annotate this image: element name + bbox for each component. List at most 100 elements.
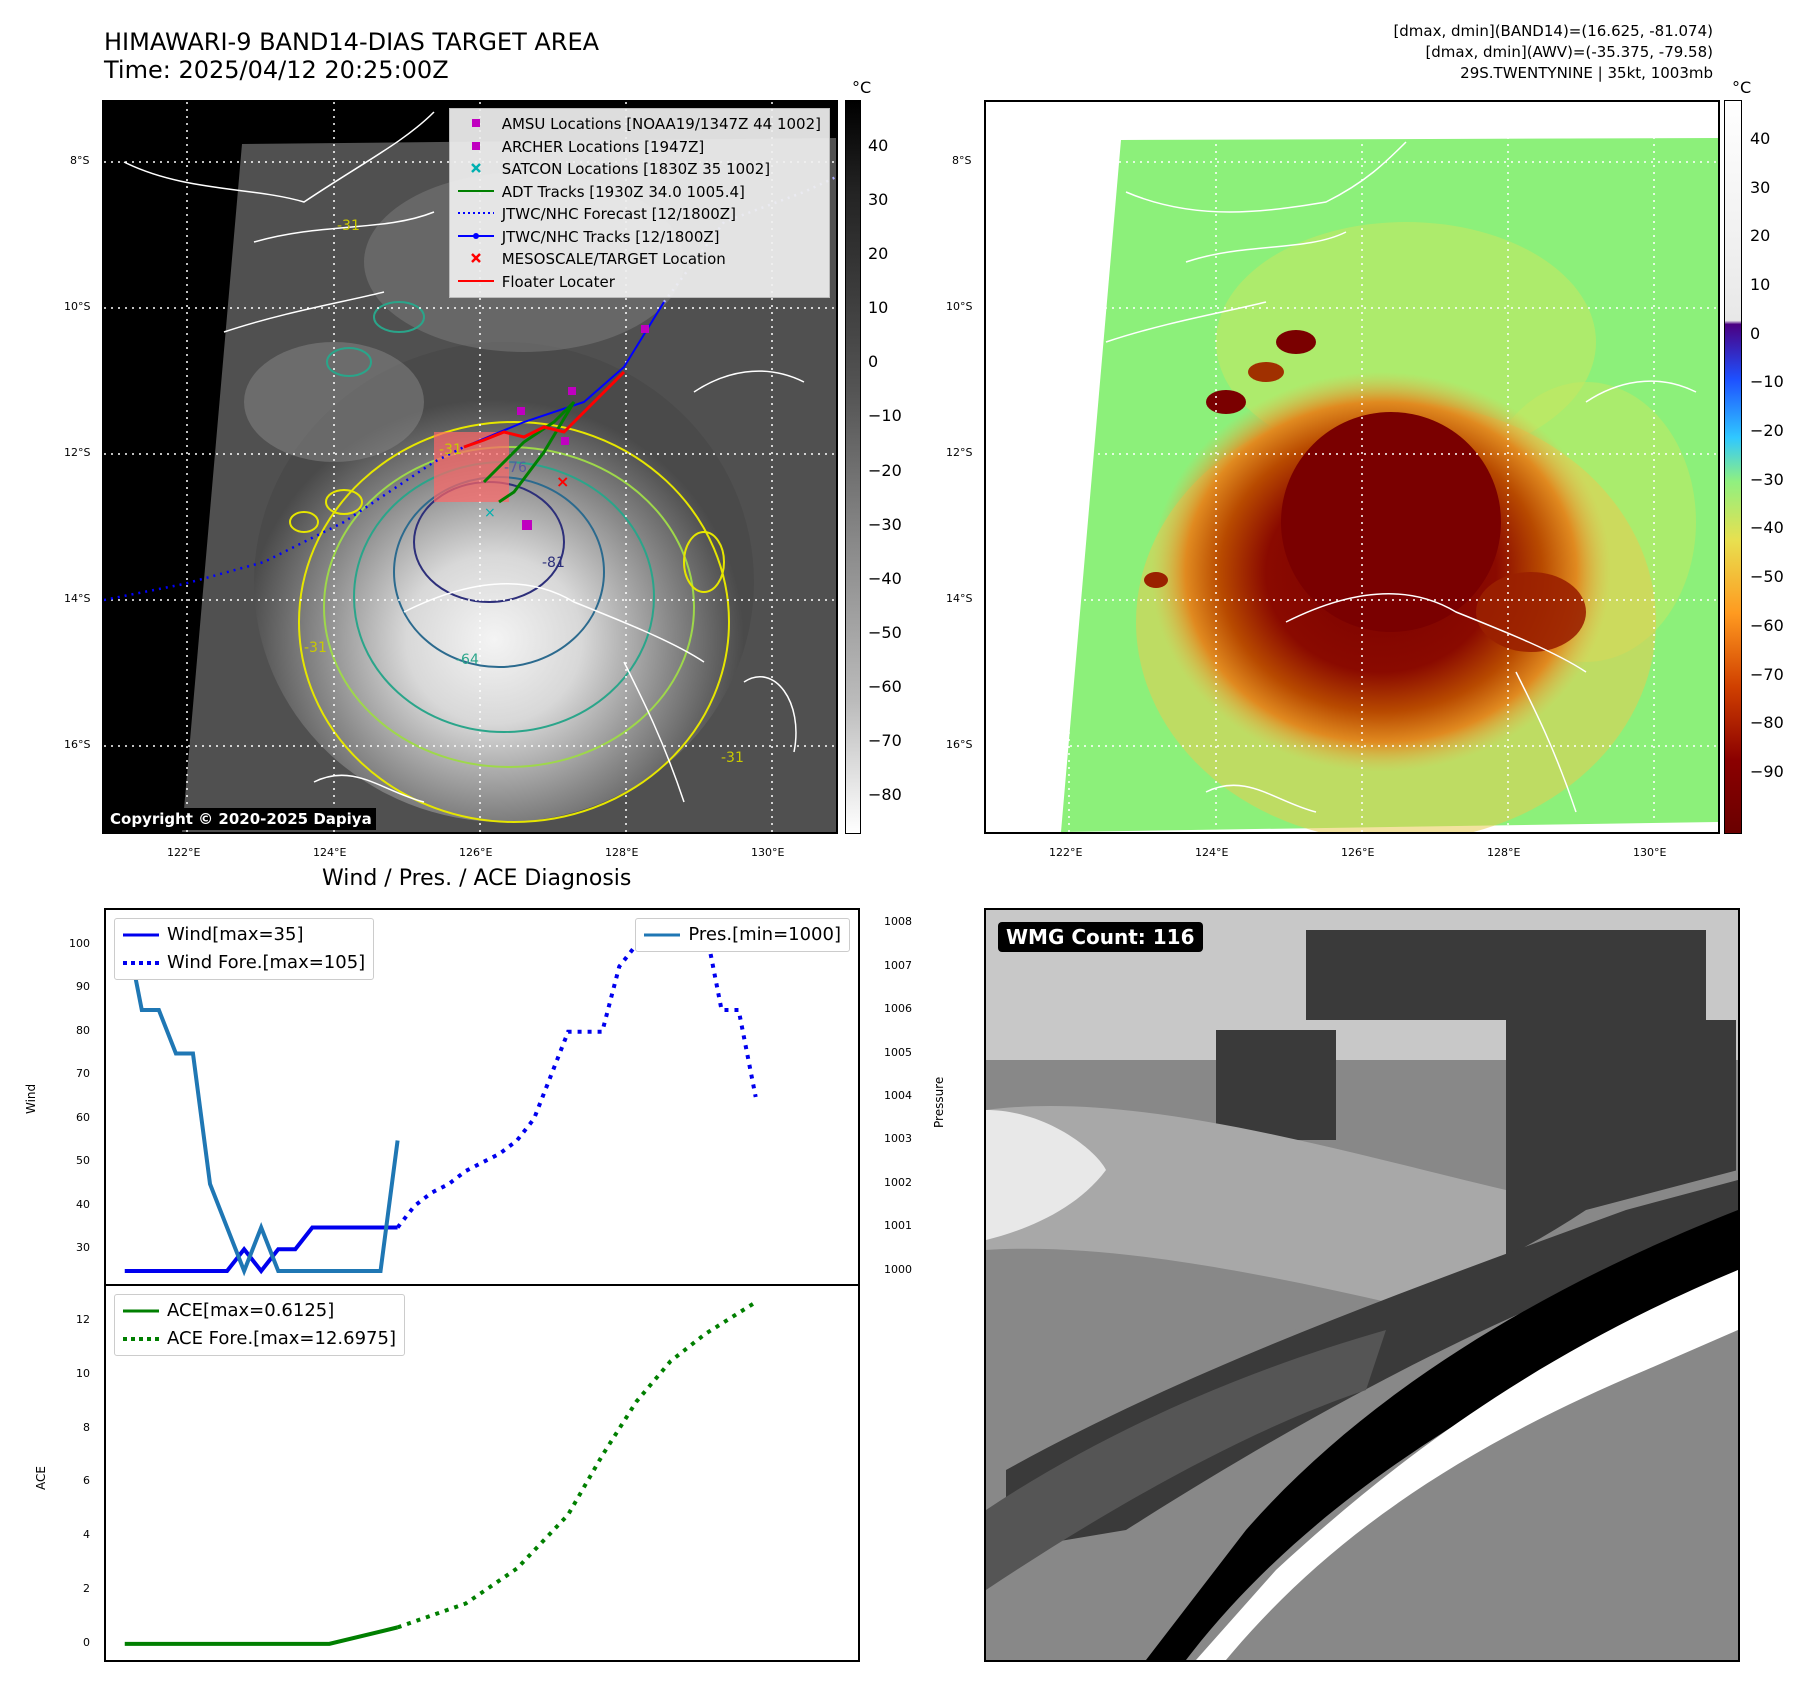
right-colorbar-unit: °C bbox=[1732, 78, 1752, 97]
wind-pres-plot bbox=[122, 921, 758, 1277]
axis-tick: 80 bbox=[76, 1023, 90, 1037]
contour-label: -64 bbox=[456, 652, 479, 668]
colorbar-tick: 40 bbox=[1750, 129, 1771, 149]
axis-tick: 30 bbox=[76, 1241, 90, 1255]
info-line-3: 29S.TWENTYNINE | 35kt, 1003mb bbox=[1460, 64, 1713, 82]
wind-pres-panel: Wind[max=35] Wind Fore.[max=105] Pres.[m… bbox=[104, 908, 860, 1286]
map-legend-label: Floater Locater bbox=[501, 272, 615, 291]
lat-tick: 8°S bbox=[952, 154, 972, 167]
map-legend-item: ARCHER Locations [1947Z] bbox=[458, 136, 821, 159]
floater-path bbox=[463, 370, 626, 449]
colorbar-tick: −10 bbox=[1750, 372, 1784, 392]
legend-marker-icon bbox=[458, 113, 494, 136]
ace-forecast-line bbox=[396, 1300, 757, 1630]
contour-label: -31 bbox=[721, 750, 744, 766]
colorbar-tick: 10 bbox=[1750, 275, 1771, 295]
axis-tick: 40 bbox=[76, 1197, 90, 1211]
lat-tick: 14°S bbox=[946, 592, 973, 605]
colorbar-tick: −80 bbox=[868, 784, 902, 804]
axis-tick: 1004 bbox=[884, 1089, 912, 1102]
map-legend-item: JTWC/NHC Forecast [12/1800Z] bbox=[457, 203, 821, 226]
colorbar-tick: 0 bbox=[1750, 323, 1761, 343]
pres-legend: Pres.[min=1000] bbox=[635, 918, 850, 952]
colorbar-tick: 30 bbox=[1750, 177, 1771, 197]
colorbar-tick: −70 bbox=[1750, 664, 1784, 684]
colorbar-tick: 30 bbox=[868, 190, 889, 210]
legend-marker-icon bbox=[458, 158, 494, 181]
axis-tick: 100 bbox=[69, 936, 90, 950]
contour-31 bbox=[298, 421, 730, 823]
lon-tick: 126°E bbox=[459, 846, 493, 859]
colorbar-tick: −50 bbox=[1750, 567, 1784, 587]
awv-map-svg bbox=[986, 102, 1718, 832]
map-legend-item: Floater Locater bbox=[457, 271, 821, 294]
colorbar-tick: 0 bbox=[868, 352, 879, 372]
colorbar-tick: −30 bbox=[868, 514, 902, 534]
lat-tick: 10°S bbox=[946, 300, 973, 313]
colorbar-tick: −10 bbox=[868, 406, 902, 426]
legend-marker-icon bbox=[458, 248, 494, 271]
target-marker: × bbox=[556, 472, 569, 491]
axis-tick: 1002 bbox=[884, 1175, 912, 1189]
lon-tick: 126°E bbox=[1341, 846, 1375, 859]
axis-tick: 1008 bbox=[884, 915, 912, 929]
awv-grid bbox=[986, 102, 1718, 832]
axis-tick: 70 bbox=[76, 1067, 90, 1081]
legend-marker-icon bbox=[458, 136, 494, 159]
contour-label: -31 bbox=[304, 640, 327, 656]
right-colorbar bbox=[1724, 100, 1742, 834]
colorbar-tick: 20 bbox=[1750, 226, 1771, 246]
contour-label: -76 bbox=[504, 460, 527, 476]
axis-tick: 4 bbox=[83, 1528, 90, 1542]
ace-legend-label: ACE[max=0.6125] bbox=[167, 1300, 335, 1321]
map-legend: AMSU Locations [NOAA19/1347Z 44 1002] ARC… bbox=[448, 108, 830, 298]
copyright-label: Copyright © 2020-2025 Dapiya bbox=[106, 808, 376, 830]
legend-marker-icon bbox=[457, 226, 494, 249]
band14-map-panel: × × -76 -81 -64 -31 -31 -31 -31 AMSU Loc… bbox=[102, 100, 838, 834]
lon-tick: 130°E bbox=[1633, 846, 1667, 859]
contour-label: -31 bbox=[439, 442, 462, 458]
ace-line bbox=[124, 1625, 399, 1646]
archer-marker bbox=[522, 520, 532, 530]
diag-title: Wind / Pres. / ACE Diagnosis bbox=[322, 866, 632, 891]
lon-tick: 122°E bbox=[1049, 846, 1083, 859]
lon-tick: 128°E bbox=[605, 846, 639, 859]
colorbar-tick: 40 bbox=[868, 136, 889, 156]
lon-tick: 124°E bbox=[1195, 846, 1229, 859]
left-colorbar-unit: °C bbox=[852, 78, 872, 97]
map-legend-item: SATCON Locations [1830Z 35 1002] bbox=[458, 158, 821, 181]
colorbar-tick: −80 bbox=[1750, 713, 1784, 733]
ace-legend: ACE[max=0.6125] ACE Fore.[max=12.6975] bbox=[114, 1294, 405, 1356]
map-legend-item: JTWC/NHC Tracks [12/1800Z] bbox=[457, 226, 821, 249]
wmg-image bbox=[986, 910, 1738, 1660]
info-line-2: [dmax, dmin](AWV)=(-35.375, -79.58) bbox=[1425, 43, 1713, 61]
colorbar-tick: −20 bbox=[1750, 421, 1784, 441]
colorbar-tick: −70 bbox=[868, 730, 902, 750]
map-legend-label: ADT Tracks [1930Z 34.0 1005.4] bbox=[501, 182, 745, 201]
lat-tick: 10°S bbox=[64, 300, 91, 313]
colorbar-tick: −40 bbox=[868, 568, 902, 588]
map-legend-item: AMSU Locations [NOAA19/1347Z 44 1002] bbox=[458, 113, 821, 136]
lat-tick: 12°S bbox=[64, 446, 91, 459]
axis-tick: 1007 bbox=[884, 958, 912, 972]
colorbar-tick: −20 bbox=[868, 460, 902, 480]
info-line-1: [dmax, dmin](BAND14)=(16.625, -81.074) bbox=[1393, 22, 1713, 40]
lat-tick: 12°S bbox=[946, 446, 973, 459]
axis-tick: 6 bbox=[83, 1474, 90, 1488]
map-legend-label: JTWC/NHC Tracks [12/1800Z] bbox=[501, 227, 720, 246]
axis-tick: 1000 bbox=[884, 1262, 912, 1276]
ace-plot bbox=[124, 1300, 757, 1646]
wind-line bbox=[124, 1225, 398, 1275]
map-legend-label: ARCHER Locations [1947Z] bbox=[501, 137, 705, 156]
amsu-marker bbox=[517, 407, 525, 415]
axis-tick: 50 bbox=[76, 1154, 90, 1168]
map-legend-label: MESOSCALE/TARGET Location bbox=[501, 250, 726, 268]
map-legend-label: JTWC/NHC Forecast [12/1800Z] bbox=[501, 205, 736, 223]
contour-label: -31 bbox=[337, 218, 360, 234]
wmg-panel: WMG Count: 116 bbox=[984, 908, 1740, 1662]
legend-marker-icon bbox=[457, 203, 494, 226]
adt-track bbox=[482, 400, 576, 504]
map-legend-label: SATCON Locations [1830Z 35 1002] bbox=[501, 160, 771, 178]
lat-tick: 16°S bbox=[64, 738, 91, 751]
colorbar-tick: −40 bbox=[1750, 518, 1784, 538]
